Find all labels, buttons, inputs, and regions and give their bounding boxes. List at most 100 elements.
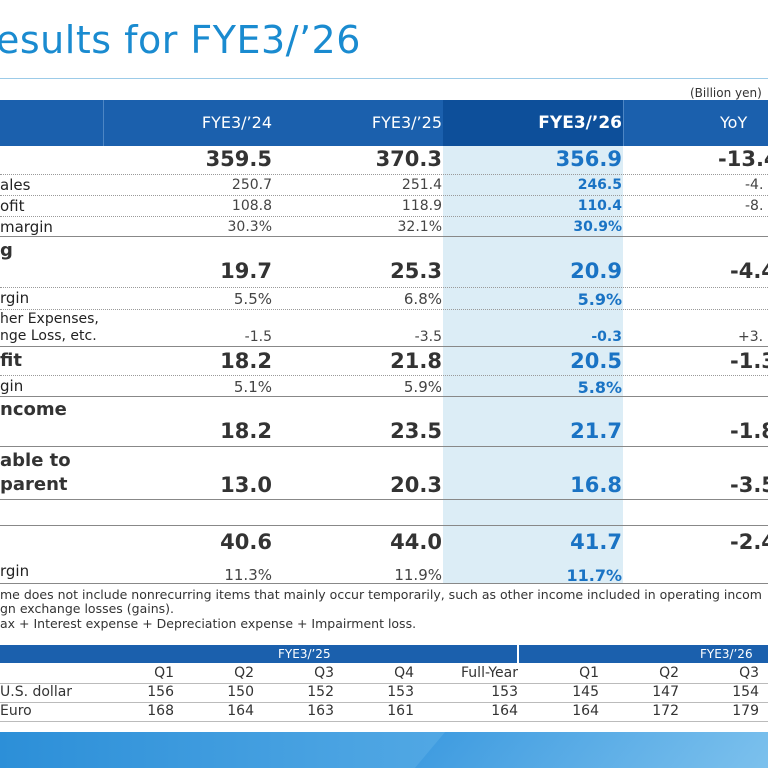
fx-row-line [0,702,768,703]
net-income-fye24: 13.0 [220,473,272,497]
fx-eur-label: Euro [0,703,32,719]
fx-usd-value: 154 [732,684,759,700]
fx-usd-value: 156 [147,684,174,700]
gross-margin-label: margin [0,218,53,236]
cost-of-sales-fye26: 246.5 [577,177,622,193]
operating-income-fye25: 25.3 [390,259,442,283]
highlight-column [443,146,623,583]
fx-col-q3: Q3 [314,665,334,681]
fx-eur-value: 161 [387,703,414,719]
header-col-yoy: YoY [720,113,748,132]
fx-usd-value: 147 [652,684,679,700]
ebitda-fye26: 41.7 [570,530,622,554]
other-expenses-fye26: -0.3 [591,329,622,345]
row-separator [0,499,768,500]
operating-margin-fye25: 6.8% [403,290,442,308]
fx-header-fye26 [519,645,768,663]
fx-col-q3-26: Q3 [739,665,759,681]
operating-income-yoy: -4.4 [730,259,768,283]
fx-col-q2: Q2 [234,665,254,681]
row-separator [0,375,768,376]
ebitda-margin-label: rgin [0,562,30,580]
fx-eur-value: 163 [307,703,334,719]
row-separator [0,174,768,175]
pretax-income-label: ncome [0,399,67,420]
page-title: esults for FYE3/’26 [0,18,361,62]
cost-of-sales-label: ales [0,176,31,194]
fx-eur-value: 164 [227,703,254,719]
fx-eur-value: 164 [572,703,599,719]
net-sales-fye26: 356.9 [555,147,622,171]
fx-usd-value: 153 [387,684,414,700]
fx-col-q1-26: Q1 [579,665,599,681]
row-separator [0,525,768,526]
gross-profit-fye25: 118.9 [401,198,442,214]
fx-eur-value: 179 [732,703,759,719]
header-col-fye26: FYE3/’26 [538,113,622,133]
footnote-1: me does not include nonrecurring items t… [0,587,762,602]
business-profit-fye24: 18.2 [220,349,272,373]
net-sales-fye24: 359.5 [205,147,272,171]
gross-profit-fye26: 110.4 [577,198,622,214]
business-margin-fye26: 5.8% [577,378,622,397]
ebitda-fye24: 40.6 [220,530,272,554]
operating-margin-label: rgin [0,289,30,307]
operating-income-label: g [0,240,13,261]
fx-header-fye25 [0,645,517,663]
fx-group-fye26: FYE3/’26 [700,647,753,661]
footnote-2: gn exchange losses (gains). [0,601,175,616]
other-expenses-fye24: -1.5 [244,329,272,345]
fx-group-fye25: FYE3/’25 [278,647,331,661]
gross-profit-yoy: -8. [745,198,764,214]
pretax-income-fye26: 21.7 [570,419,622,443]
header-col-fye24: FYE3/’24 [201,113,272,132]
net-income-fye26: 16.8 [570,473,622,497]
operating-income-fye24: 19.7 [220,259,272,283]
business-margin-fye25: 5.9% [403,378,442,396]
pretax-income-yoy: -1.8 [730,419,768,443]
business-profit-fye25: 21.8 [390,349,442,373]
fx-col-q2-26: Q2 [659,665,679,681]
fx-row-line [0,721,768,722]
ebitda-yoy: -2.4 [730,530,768,554]
ebitda-margin-fye26: 11.7% [566,566,622,585]
fx-row-line [0,683,768,684]
pretax-income-fye25: 23.5 [390,419,442,443]
unit-label: (Billion yen) [690,86,762,100]
ebitda-margin-fye25: 11.9% [394,566,442,584]
footer-band [0,732,768,768]
operating-margin-fye24: 5.5% [233,290,272,308]
net-income-fye25: 20.3 [390,473,442,497]
cost-of-sales-yoy: -4. [745,177,764,193]
net-income-yoy: -3.5 [730,473,768,497]
other-expenses-fye25: -3.5 [414,329,442,345]
net-sales-fye25: 370.3 [375,147,442,171]
row-separator [0,309,768,310]
row-separator [0,446,768,447]
title-rule [0,78,768,79]
gross-margin-fye24: 30.3% [227,219,272,235]
ebitda-margin-fye24: 11.3% [224,566,272,584]
header-divider [623,100,624,146]
fx-usd-label: U.S. dollar [0,684,73,700]
fx-eur-value: 168 [147,703,174,719]
highlight-header [443,100,623,146]
fx-col-q1: Q1 [154,665,174,681]
other-expenses-yoy: +3. [738,329,764,345]
fx-eur-value: 172 [652,703,679,719]
net-income-label-1: able to [0,450,71,471]
other-expenses-label-2: nge Loss, etc. [0,328,97,344]
pretax-income-fye24: 18.2 [220,419,272,443]
other-expenses-label-1: her Expenses, [0,311,99,327]
fx-eur-value: 164 [491,703,518,719]
ebitda-fye25: 44.0 [390,530,442,554]
header-divider [103,100,104,146]
business-margin-label: gin [0,377,24,395]
gross-margin-fye25: 32.1% [397,219,442,235]
gross-margin-fye26: 30.9% [573,219,622,235]
operating-margin-fye26: 5.9% [577,290,622,309]
row-separator [0,195,768,196]
header-col-fye25: FYE3/’25 [371,113,442,132]
gross-profit-fye24: 108.8 [231,198,272,214]
table-header [0,100,768,146]
